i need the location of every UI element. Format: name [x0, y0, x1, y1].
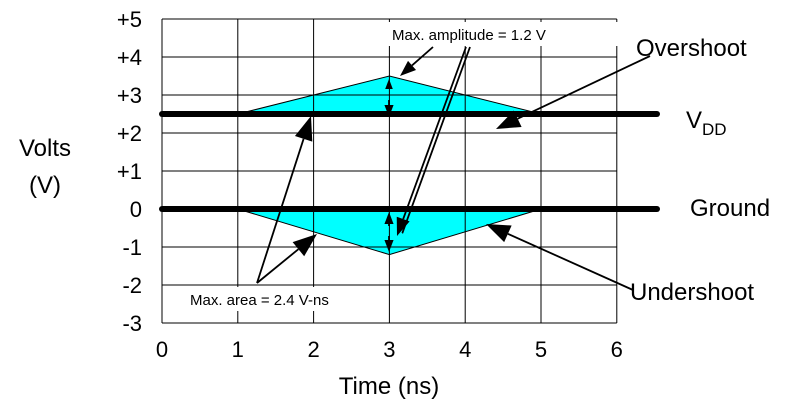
undershoot-arrow [486, 224, 634, 291]
overshoot-arrow [496, 55, 651, 129]
vdd-label-subscript: DD [702, 120, 727, 139]
x-tick-label: 5 [535, 337, 547, 362]
vdd-label-main: V [686, 107, 702, 134]
undershoot-label: Undershoot [630, 279, 754, 306]
callout-arrows [256, 46, 651, 291]
x-tick-label: 6 [611, 337, 623, 362]
x-tick-label: 1 [232, 337, 244, 362]
amplitude-arrow-overshoot-a [400, 46, 434, 76]
x-axis-label: Time (ns) [339, 373, 439, 400]
x-axis-ticks: 0 1 2 3 4 5 6 [156, 337, 623, 362]
ground-label: Ground [690, 195, 770, 222]
y-tick-label: +3 [117, 83, 142, 108]
y-tick-label: 0 [130, 197, 142, 222]
max-area-note: Max. area = 2.4 V-ns [190, 292, 329, 309]
overshoot-label: Overshoot [636, 35, 747, 62]
amplitude-arrow-undershoot-b [401, 46, 471, 234]
x-tick-label: 3 [383, 337, 395, 362]
y-axis-label-line2: (V) [29, 172, 61, 199]
y-tick-label: +5 [117, 7, 142, 32]
max-amplitude-note: Max. amplitude = 1.2 V [392, 27, 546, 44]
y-tick-label: +4 [117, 45, 142, 70]
y-axis-ticks: +5 +4 +3 +2 +1 0 -1 -2 -3 [117, 7, 142, 336]
max-amplitude-note-bg [388, 22, 619, 46]
area-arrow-undershoot [256, 234, 317, 284]
area-arrow-overshoot [256, 116, 313, 284]
y-tick-label: +2 [117, 121, 142, 146]
x-tick-label: 4 [459, 337, 471, 362]
x-tick-label: 0 [156, 337, 168, 362]
y-tick-label: +1 [117, 159, 142, 184]
y-axis-label-line1: Volts [19, 135, 71, 162]
amp-undershoot-up [384, 212, 394, 226]
plot-grid [161, 18, 618, 324]
max-area-note-bg [186, 287, 376, 311]
y-tick-label: -1 [122, 235, 142, 260]
x-tick-label: 2 [307, 337, 319, 362]
amp-overshoot-up [385, 79, 393, 89]
amp-overshoot-down [384, 100, 394, 117]
y-tick-label: -3 [122, 311, 142, 336]
vdd-label: VDD [686, 107, 727, 139]
y-tick-label: -2 [122, 273, 142, 298]
amp-undershoot-down [384, 236, 394, 252]
